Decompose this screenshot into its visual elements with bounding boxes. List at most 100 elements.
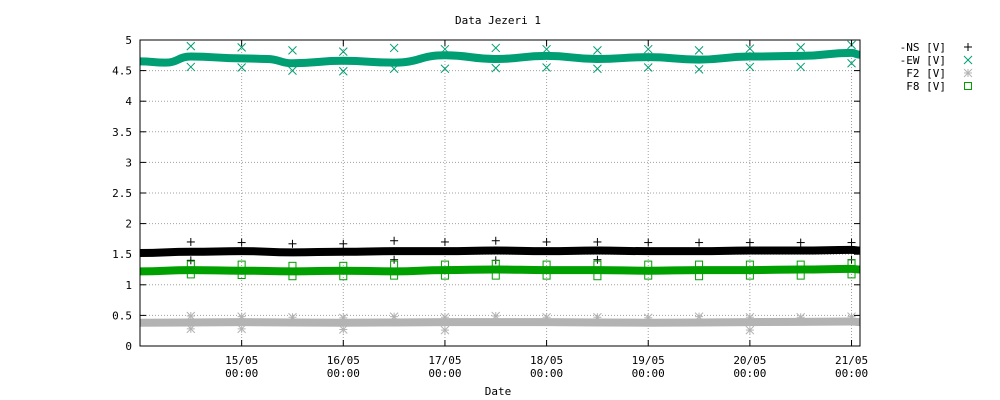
legend: -NS [V]-EW [V]F2 [V]F8 [V]	[900, 41, 973, 93]
data-point	[694, 312, 704, 321]
data-point	[593, 272, 602, 281]
data-point	[542, 312, 551, 322]
series-1	[139, 236, 861, 265]
data-point	[542, 63, 551, 72]
data-point	[390, 255, 399, 264]
data-point	[694, 65, 704, 74]
data-point	[237, 260, 246, 269]
series-trace	[139, 245, 861, 257]
data-point	[440, 44, 450, 54]
data-point	[542, 237, 551, 246]
x-tick-label-date: 17/05	[428, 354, 461, 367]
data-point	[542, 260, 551, 269]
data-point	[491, 271, 500, 280]
y-tick-label: 4	[125, 95, 132, 108]
series-3	[139, 311, 861, 335]
data-point	[644, 271, 653, 280]
data-point	[440, 312, 450, 322]
legend-label: F8 [V]	[906, 80, 946, 93]
data-point	[593, 237, 602, 246]
data-point	[338, 313, 348, 323]
data-point	[390, 236, 399, 245]
data-point	[339, 272, 348, 281]
data-point	[542, 44, 551, 54]
y-tick-label: 4.5	[112, 65, 132, 78]
data-point	[186, 324, 196, 334]
data-point	[796, 42, 806, 52]
legend-marker	[963, 55, 973, 65]
data-point	[745, 312, 755, 322]
data-point	[796, 62, 806, 72]
series-trace	[139, 264, 861, 276]
data-point	[491, 43, 501, 53]
data-point	[186, 256, 195, 265]
y-axis: 0 0.5 1 1.5 2 2.5 3 3.5 4 4.5 5	[112, 34, 860, 353]
legend-label: F2 [V]	[906, 67, 946, 80]
data-point	[593, 64, 602, 74]
data-point	[288, 46, 297, 55]
data-point	[745, 238, 754, 247]
grid-lines	[140, 40, 860, 346]
series-4	[139, 259, 861, 281]
data-point	[338, 66, 348, 76]
data-point	[288, 66, 297, 75]
data-point	[643, 44, 653, 54]
data-point	[237, 312, 247, 321]
data-point	[695, 238, 704, 247]
series-trace	[139, 317, 861, 327]
data-point	[186, 311, 196, 321]
data-point	[593, 312, 602, 322]
data-point	[796, 260, 805, 269]
data-point	[186, 270, 195, 279]
y-tick-label: 2.5	[112, 187, 132, 200]
data-point	[745, 260, 754, 269]
x-tick-label-time: 00:00	[733, 367, 766, 380]
data-point	[643, 313, 653, 323]
data-point	[186, 260, 195, 269]
data-point	[847, 270, 856, 279]
x-axis-label: Date	[485, 385, 512, 398]
x-tick-label-time: 00:00	[530, 367, 563, 380]
data-point	[694, 46, 704, 55]
data-point	[847, 58, 856, 68]
y-tick-label: 5	[125, 34, 132, 47]
x-axis: 15/0500:0016/0500:0017/0500:0018/0500:00…	[225, 40, 868, 380]
data-point	[745, 62, 755, 72]
x-tick-label-time: 00:00	[428, 367, 461, 380]
legend-marker	[964, 82, 972, 90]
series-2	[139, 40, 861, 76]
data-point	[491, 311, 501, 321]
data-point	[847, 259, 856, 268]
data-point	[237, 42, 247, 52]
data-point	[440, 64, 450, 74]
data-point	[339, 239, 348, 248]
x-tick-label-date: 16/05	[327, 354, 360, 367]
data-point	[542, 271, 551, 280]
y-tick-label: 2	[125, 218, 132, 231]
data-point	[186, 62, 196, 72]
legend-label: -NS [V]	[900, 41, 946, 54]
data-point	[288, 312, 297, 322]
data-point	[644, 260, 653, 269]
data-point	[491, 63, 501, 73]
data-point	[389, 64, 399, 74]
y-tick-label: 0	[125, 340, 132, 353]
data-point	[237, 238, 246, 247]
data-point	[186, 41, 196, 51]
legend-marker	[963, 68, 973, 78]
y-tick-label: 0.5	[112, 309, 132, 322]
data-point	[338, 47, 348, 56]
data-point	[644, 238, 653, 247]
y-tick-label: 1.5	[112, 248, 132, 261]
chart-title: Data Jezeri 1	[455, 14, 541, 27]
data-point	[440, 260, 449, 269]
data-point	[338, 325, 348, 334]
data-point	[440, 271, 449, 280]
data-point	[339, 261, 348, 270]
series-layer	[139, 40, 861, 335]
data-point	[695, 260, 704, 269]
x-tick-label-time: 00:00	[225, 367, 258, 380]
x-tick-label-date: 18/05	[530, 354, 563, 367]
x-tick-label-date: 19/05	[632, 354, 665, 367]
data-point	[389, 312, 399, 321]
